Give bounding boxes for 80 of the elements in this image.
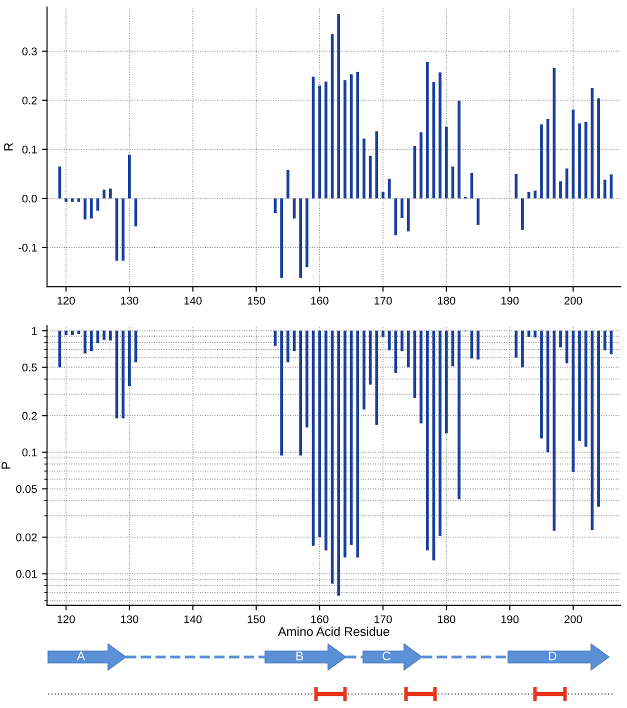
bar (306, 198, 308, 268)
bar (458, 100, 461, 198)
y-tick-label: 0.1 (22, 448, 37, 456)
bar (382, 192, 384, 198)
bar (286, 170, 290, 198)
bar (559, 181, 562, 198)
bar (603, 180, 606, 198)
bar (344, 80, 346, 198)
bar (565, 168, 568, 198)
x-tick-label: 140 (184, 296, 202, 305)
y-tick-label: 0.2 (22, 96, 37, 104)
x-tick-label: 200 (564, 615, 582, 624)
x-tick-label: 180 (438, 296, 456, 305)
bar (299, 198, 302, 278)
y-tick-label: 0.5 (22, 364, 37, 372)
x-tick-label: 150 (248, 296, 266, 305)
bar (356, 72, 360, 198)
bar (324, 82, 328, 198)
bar (318, 86, 322, 198)
y-axis-title: P (2, 462, 10, 469)
x-tick-label: 160 (311, 615, 328, 624)
bar (578, 123, 581, 198)
y-tick-label: 0.3 (22, 48, 37, 56)
bar (128, 154, 131, 198)
bar (77, 198, 80, 202)
x-tick-label: 140 (184, 615, 202, 624)
bar (546, 118, 550, 198)
x-tick-label: 170 (374, 296, 392, 305)
bar (420, 132, 422, 198)
y-tick-label: 0.1 (22, 146, 37, 154)
y-tick-label: 0.01 (16, 570, 37, 578)
x-tick-label: 130 (121, 615, 138, 624)
y-tick-label: 0.05 (16, 485, 37, 493)
y-tick-label: -0.1 (18, 244, 37, 252)
bar (102, 190, 106, 198)
x-tick-label: 160 (311, 296, 328, 305)
y-axis-title: R (4, 142, 13, 150)
bar (280, 198, 284, 278)
text: A (76, 652, 86, 660)
bar (122, 198, 125, 261)
y-tick-label: 1 (32, 327, 37, 335)
bar (521, 198, 524, 230)
x-tick-label: 200 (564, 296, 582, 305)
bar (540, 124, 543, 198)
bar (64, 198, 68, 202)
x-tick-label: 190 (501, 615, 519, 624)
y-tick-label: 0.2 (22, 412, 37, 420)
bar (444, 126, 448, 198)
bar (476, 198, 480, 225)
x-tick-label: 120 (58, 296, 75, 305)
bar (534, 190, 537, 198)
bar (552, 68, 556, 198)
x-tick-label: 120 (58, 615, 75, 624)
bar (400, 198, 404, 218)
x-tick-label: 170 (374, 615, 392, 624)
bar (388, 178, 391, 198)
text: D (549, 652, 556, 660)
bar (362, 138, 366, 198)
y-tick-label: 0.0 (22, 194, 37, 203)
bar (84, 198, 86, 220)
bar (108, 188, 112, 198)
bar (337, 14, 340, 198)
bar (438, 72, 442, 198)
x-axis-title: Amino Acid Residue (278, 626, 390, 636)
bar (70, 198, 74, 202)
x-tick-label: 190 (501, 296, 519, 305)
bar (368, 156, 372, 198)
x-tick-label: 180 (438, 615, 456, 624)
text: B (296, 652, 304, 660)
bar (90, 198, 93, 219)
text: C (382, 652, 391, 660)
bar (375, 131, 378, 198)
x-tick-label: 130 (121, 296, 138, 305)
y-tick-label: 0.02 (16, 533, 37, 542)
bar (514, 174, 518, 198)
bar (584, 122, 588, 198)
bar (597, 98, 600, 198)
x-tick-label: 150 (248, 615, 266, 624)
bar (426, 62, 429, 198)
bar (406, 198, 410, 232)
